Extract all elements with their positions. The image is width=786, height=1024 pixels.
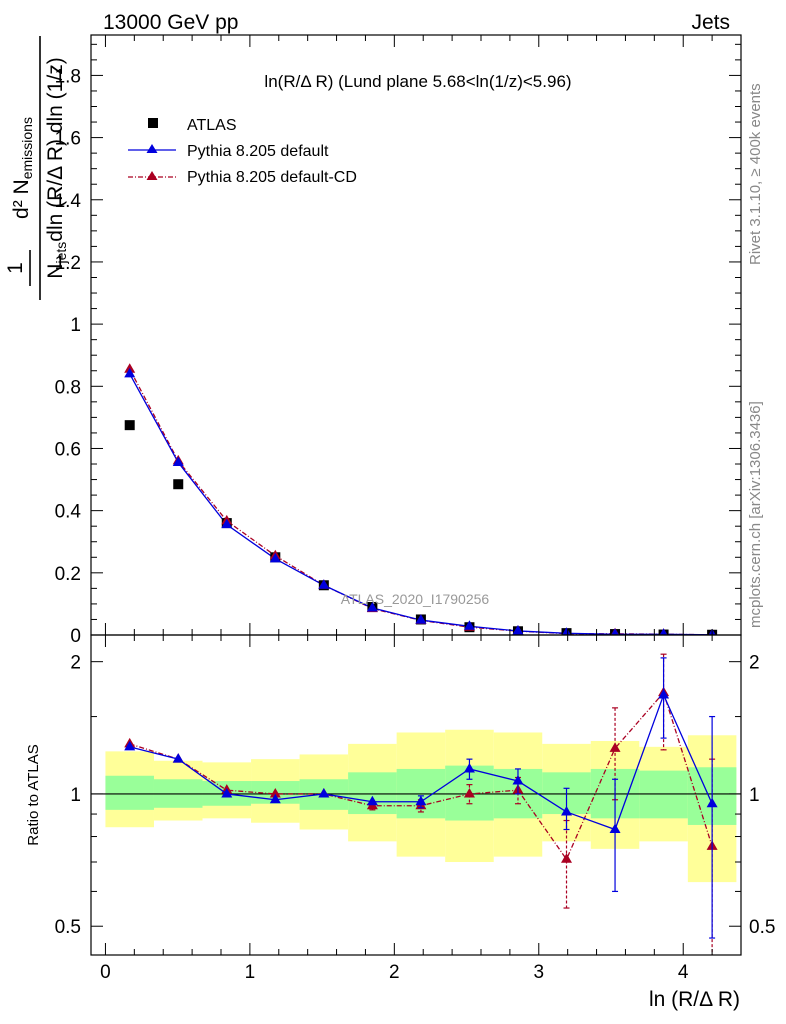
legend-cd-label: Pythia 8.205 default-CD (187, 169, 357, 186)
ratio-point-pythia-cd (269, 787, 281, 798)
header-right-title: Jets (691, 11, 730, 34)
ratio-point-pythia-default (366, 795, 378, 806)
data-point-pythia-default (659, 628, 668, 635)
y-tick-label: 0.6 (55, 439, 81, 460)
header-left-title: 13000 GeV pp (103, 11, 238, 34)
ratio-y-tick-label: 1 (70, 785, 81, 806)
analysis-watermark: ATLAS_2020_I1790256 (341, 591, 490, 607)
ratio-point-pythia-default (561, 805, 573, 816)
ratio-point-pythia-default (221, 787, 233, 798)
x-axis-label: ln (R/Δ R) (649, 988, 740, 1011)
ratio-y-tick-label-right: 0.5 (749, 917, 775, 938)
plot-title: ln(R/Δ R) (Lund plane 5.68<ln(1/z)<5.96) (264, 72, 571, 91)
legend-atlas-label: ATLAS (187, 117, 237, 134)
y-tick-label: 0.4 (55, 502, 82, 523)
data-point-pythia-default (172, 456, 184, 466)
y-tick-label: 1 (70, 315, 81, 336)
y-tick-label: 0.8 (55, 377, 81, 398)
main-y-axis-label: d² Nemissions Njetsdln (R/Δ R) dln (1/z) (10, 36, 69, 300)
data-point-pythia-default (318, 579, 330, 589)
ratio-point-pythia-default (512, 775, 524, 785)
ratio-y-axis-label: Ratio to ATLAS (25, 744, 42, 845)
ratio-plot-panel: 0 1 2 3 4 0.5 0.5 1 1 2 2 (55, 634, 775, 983)
x-tick-label: 2 (389, 962, 400, 983)
data-point-pythia-default (611, 628, 619, 635)
ratio-y-tick-label: 0.5 (55, 917, 81, 938)
ratio-point-pythia-default (609, 823, 621, 834)
data-point-pythia-default (269, 552, 281, 563)
x-tick-label: 1 (245, 962, 256, 983)
legend: ATLAS Pythia 8.205 default Pythia 8.205 … (128, 117, 357, 186)
data-point-pythia-default (366, 601, 378, 612)
main-y-axis-prefactor: 1 (4, 250, 31, 286)
data-point-pythia-default (512, 624, 524, 635)
ratio-point-pythia-default (415, 795, 427, 806)
svg-text:1: 1 (4, 262, 27, 274)
ratio-y-tick-label-right: 1 (749, 785, 760, 806)
ratio-point-pythia-default (706, 797, 718, 808)
main-plot-panel: ATLAS_2020_I1790256 ln(R/Δ R) (Lund plan… (55, 34, 742, 647)
legend-atlas-marker (148, 118, 158, 128)
legend-cd-marker (146, 171, 158, 180)
legend-default-marker (146, 144, 158, 153)
ratio-point-pythia-default (172, 753, 184, 763)
ratio-point-pythia-default (463, 762, 475, 773)
y-tick-label: 0 (70, 626, 81, 647)
svg-text:d² Nemissions: d² Nemissions (10, 117, 35, 219)
ratio-point-pythia-cd (561, 853, 573, 863)
ratio-point-pythia-default (269, 793, 281, 804)
x-tick-label: 4 (678, 962, 689, 983)
data-point-pythia-default (562, 627, 571, 635)
data-point-pythia-default (415, 614, 427, 624)
ratio-point-pythia-cd (463, 787, 475, 798)
y-tick-label: 1.8 (55, 66, 81, 87)
x-tick-label: 0 (100, 962, 111, 983)
svg-text:Njetsdln (R/Δ R) dln (1/z): Njetsdln (R/Δ R) dln (1/z) (44, 57, 69, 278)
ratio-point-pythia-default (124, 740, 136, 751)
y-tick-label: 0.2 (55, 564, 81, 585)
data-point-pythia-default (124, 367, 136, 378)
x-tick-label: 3 (533, 962, 544, 983)
rivet-label: Rivet 3.1.10, ≥ 400k events (747, 83, 764, 265)
ratio-point-pythia-cd (609, 742, 621, 752)
data-point-atlas (173, 479, 184, 490)
data-point-pythia-default (221, 518, 233, 529)
ratio-point-pythia-default (318, 787, 330, 798)
ratio-y-tick-label-right: 2 (749, 653, 760, 674)
y-tick-label: 1.4 (55, 191, 82, 212)
ratio-plot-frame (90, 634, 742, 956)
mcplots-label: mcplots.cern.ch [arXiv:1306.3436] (747, 401, 764, 628)
legend-default-label: Pythia 8.205 default (187, 143, 329, 160)
ratio-point-pythia-default (658, 688, 670, 699)
uncertainty-band-inner (105, 775, 154, 810)
data-point-pythia-default (463, 620, 475, 630)
y-tick-label: 1.2 (55, 253, 81, 274)
ratio-y-tick-label: 2 (70, 653, 81, 674)
data-point-atlas (124, 420, 135, 431)
y-tick-label: 1.6 (55, 129, 81, 150)
